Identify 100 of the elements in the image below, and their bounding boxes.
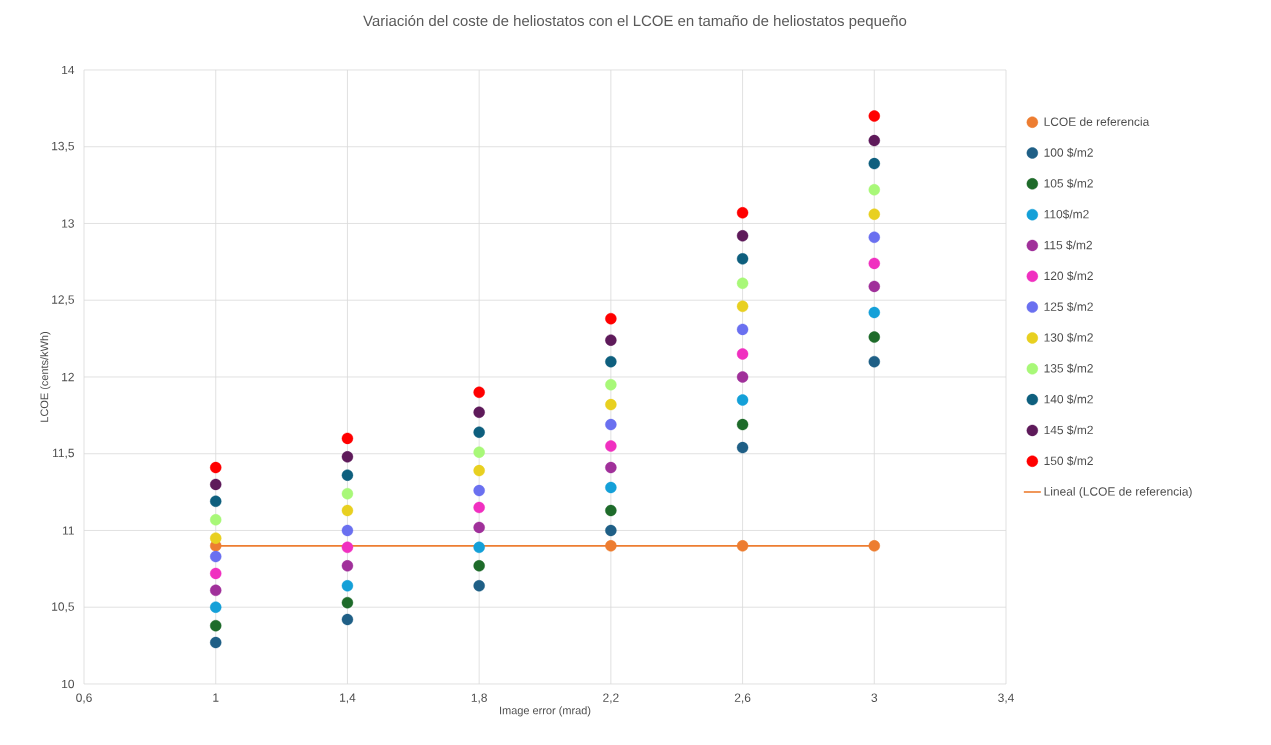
y-tick-label: 11,5 bbox=[53, 448, 74, 459]
point bbox=[868, 157, 880, 170]
point bbox=[341, 613, 354, 626]
x-tick-label: 1,4 bbox=[340, 693, 356, 704]
x-tick-label: 1,8 bbox=[471, 693, 487, 704]
point bbox=[473, 446, 485, 458]
x-tick-label: 3 bbox=[871, 693, 878, 702]
point bbox=[341, 451, 354, 463]
legend-label: 110$/m2 bbox=[1044, 209, 1089, 220]
point bbox=[605, 481, 617, 494]
point bbox=[736, 441, 749, 454]
legend-label: 100 $/m2 bbox=[1044, 147, 1093, 158]
point bbox=[341, 541, 354, 554]
point bbox=[736, 300, 749, 313]
point bbox=[341, 487, 354, 500]
point bbox=[736, 230, 749, 242]
point bbox=[210, 619, 222, 632]
point bbox=[210, 601, 222, 613]
point bbox=[341, 580, 354, 592]
point bbox=[473, 464, 485, 477]
y-tick-label: 11 bbox=[62, 526, 74, 535]
point bbox=[210, 514, 222, 526]
point bbox=[473, 501, 485, 514]
point bbox=[210, 584, 222, 597]
point bbox=[210, 461, 222, 474]
point bbox=[736, 277, 749, 290]
x-tick-label: 2,6 bbox=[734, 693, 751, 704]
point bbox=[341, 560, 354, 572]
point bbox=[473, 541, 485, 554]
point bbox=[605, 398, 617, 411]
x-axis-title: Image error (mrad) bbox=[500, 706, 591, 717]
point bbox=[473, 426, 485, 438]
point bbox=[210, 636, 222, 649]
point bbox=[736, 207, 749, 219]
point bbox=[605, 312, 617, 325]
legend-label: 145 $/m2 bbox=[1044, 425, 1093, 435]
point bbox=[868, 208, 880, 220]
point bbox=[341, 524, 354, 537]
point bbox=[473, 560, 485, 572]
point bbox=[605, 461, 617, 474]
legend-label: 120 $/m2 bbox=[1044, 271, 1093, 281]
point bbox=[605, 334, 617, 346]
point bbox=[210, 478, 222, 491]
point bbox=[736, 371, 749, 383]
point bbox=[473, 484, 485, 497]
y-tick-label: 10 bbox=[62, 679, 75, 689]
x-tick-label: 3,4 bbox=[998, 693, 1014, 704]
point bbox=[605, 440, 617, 452]
point bbox=[736, 323, 749, 336]
y-tick-label: 12,5 bbox=[52, 295, 74, 306]
y-tick-label: 14 bbox=[62, 65, 75, 75]
legend-label: 105 $/m2 bbox=[1044, 178, 1093, 189]
point bbox=[605, 378, 617, 391]
point bbox=[341, 469, 354, 481]
point bbox=[736, 253, 749, 265]
point bbox=[473, 386, 485, 399]
x-tick-label: 1 bbox=[213, 693, 219, 702]
point bbox=[210, 532, 222, 544]
legend-label: Lineal (LCOE de referencia) bbox=[1044, 486, 1192, 499]
point bbox=[868, 331, 880, 343]
point bbox=[868, 280, 880, 293]
legend-label: 130 $/m2 bbox=[1044, 332, 1093, 343]
point bbox=[210, 495, 222, 508]
legend-label: 125 $/m2 bbox=[1044, 301, 1093, 312]
y-tick-label: 12 bbox=[62, 372, 74, 382]
point bbox=[868, 257, 880, 270]
point bbox=[473, 406, 485, 418]
point bbox=[473, 580, 485, 592]
point bbox=[868, 355, 880, 368]
point bbox=[736, 394, 749, 406]
point bbox=[341, 596, 354, 609]
legend-label: 135 $/m2 bbox=[1044, 363, 1093, 374]
y-axis-title: LCOE (cents/kWh) bbox=[40, 332, 51, 422]
point bbox=[605, 418, 617, 431]
point bbox=[868, 134, 880, 147]
x-tick-label: 0,6 bbox=[76, 693, 92, 704]
x-tick-label: 2,2 bbox=[603, 693, 619, 704]
y-tick-label: 10,5 bbox=[52, 602, 74, 613]
legend-label: 115 $/m2 bbox=[1044, 240, 1092, 250]
y-tick-label: 13,5 bbox=[52, 141, 74, 152]
point bbox=[341, 432, 354, 445]
point bbox=[868, 184, 880, 196]
legend-label: LCOE de referencia bbox=[1044, 117, 1150, 126]
point bbox=[868, 110, 880, 122]
y-tick-label: 13 bbox=[62, 219, 74, 228]
point bbox=[605, 540, 617, 552]
point bbox=[605, 504, 617, 517]
point bbox=[736, 348, 749, 360]
legend-label: 150 $/m2 bbox=[1044, 456, 1093, 466]
point bbox=[341, 504, 354, 517]
point bbox=[868, 540, 880, 552]
chart-title: Variación del coste de heliostatos con el LCOE en tamaño de heliostatos pequeño bbox=[363, 14, 907, 30]
point bbox=[210, 567, 222, 580]
point bbox=[605, 355, 617, 368]
point bbox=[605, 524, 617, 537]
point bbox=[868, 306, 880, 319]
point bbox=[868, 231, 880, 243]
point bbox=[473, 521, 485, 534]
point bbox=[736, 540, 749, 552]
legend-label: 140 $/m2 bbox=[1044, 394, 1093, 405]
